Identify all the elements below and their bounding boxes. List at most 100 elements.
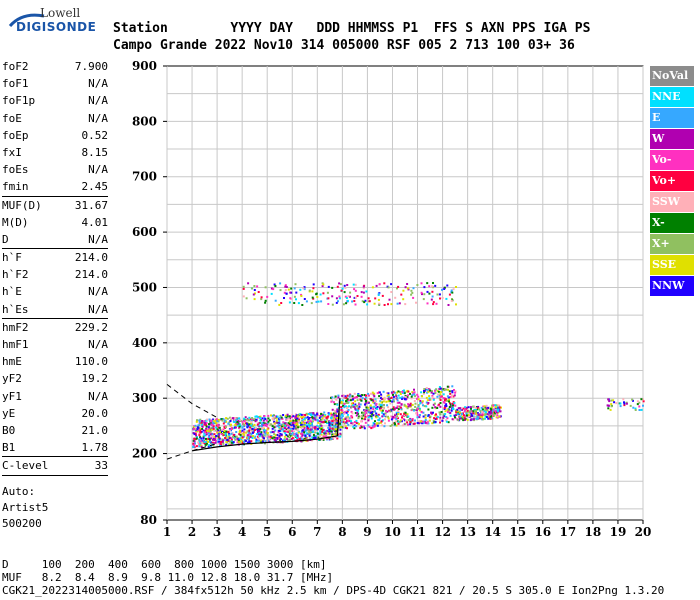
echo-point [370, 415, 373, 418]
echo-point [435, 302, 438, 305]
echo-point [340, 402, 343, 405]
echo-point [278, 430, 281, 432]
echo-point [198, 421, 201, 424]
echo-point [390, 291, 393, 293]
echo-point [345, 416, 348, 419]
echo-point [365, 396, 367, 399]
echo-point [205, 440, 208, 443]
echo-point [356, 396, 359, 399]
echo-point [380, 409, 383, 412]
echo-point [354, 400, 357, 403]
echo-point [356, 411, 358, 414]
echo-point [197, 441, 200, 444]
echo-point [453, 402, 456, 404]
echo-point [375, 416, 378, 419]
echo-point [345, 302, 348, 305]
echo-point [276, 434, 279, 436]
echo-point [193, 428, 196, 430]
echo-point [413, 393, 416, 396]
auto-program: Artist5 [2, 501, 49, 514]
echo-point [369, 415, 372, 418]
echo-point [319, 420, 321, 423]
param-value: 19.2 [81, 372, 109, 386]
echo-point [341, 394, 344, 397]
echo-point [381, 419, 384, 422]
echo-point [217, 432, 220, 435]
param-label: yE [2, 406, 16, 420]
echo-point [361, 394, 363, 397]
echo-point [473, 408, 476, 411]
echo-point [397, 413, 400, 415]
echo-point [411, 408, 414, 411]
echo-point [401, 424, 404, 427]
param-label: foEs [2, 163, 29, 177]
echo-point [378, 391, 381, 394]
echo-point [397, 394, 400, 397]
echo-point [320, 433, 323, 436]
echo-point [331, 415, 334, 418]
plot-frame [166, 65, 644, 521]
echo-point [431, 422, 434, 425]
echo-point [418, 420, 420, 423]
echo-point [336, 403, 339, 406]
echo-point [459, 407, 462, 410]
echo-point [439, 402, 442, 404]
echo-point [472, 405, 475, 408]
echo-point [287, 430, 290, 433]
echo-point [205, 433, 208, 436]
echo-point [319, 293, 322, 296]
echo-point [364, 418, 367, 421]
echo-point [367, 401, 370, 404]
echo-point [296, 425, 299, 428]
echo-point [348, 417, 351, 420]
echo-point [305, 439, 308, 442]
echo-point [326, 416, 329, 419]
echo-point [475, 407, 478, 410]
header-line-2: Campo Grande 2022 Nov10 314 005000 RSF 0… [113, 38, 575, 53]
legend-entry: Vo- [650, 150, 694, 170]
param-label: foF1p [2, 94, 36, 108]
echo-point [448, 406, 451, 408]
echo-point [432, 398, 435, 401]
echo-point [390, 396, 393, 399]
logo-digisonde: DIGISONDE [16, 20, 97, 34]
echo-point [285, 434, 288, 436]
auto-version: 500200 [2, 517, 42, 530]
echo-point [193, 437, 196, 440]
echo-point [403, 412, 406, 415]
echo-point [296, 438, 299, 441]
param-row: yF1 N/A [2, 388, 108, 405]
echo-point [623, 404, 626, 407]
echo-point [361, 414, 364, 417]
echo-point [320, 420, 323, 423]
echo-point [345, 397, 348, 399]
echo-point [387, 395, 390, 398]
legend-entry: X- [650, 213, 694, 233]
x-tick-label: 16 [534, 525, 551, 539]
echo-point [305, 300, 308, 303]
echo-point [316, 428, 319, 430]
echo-point [302, 415, 305, 418]
echo-point [291, 426, 294, 429]
echo-point [280, 428, 282, 430]
echo-point [357, 407, 360, 410]
echo-point [638, 405, 641, 408]
echo-point [230, 423, 232, 426]
echo-point [396, 287, 398, 290]
echo-point [218, 442, 221, 445]
echo-point [221, 438, 224, 441]
echo-point [438, 403, 441, 406]
echo-point [332, 436, 335, 439]
echo-point [371, 424, 374, 427]
echo-point [278, 426, 281, 429]
echo-point [284, 416, 287, 419]
echo-point [462, 412, 464, 415]
echo-point [291, 416, 293, 419]
echo-point [400, 407, 403, 410]
echo-point [429, 415, 432, 418]
echo-point [246, 434, 249, 437]
echo-point [383, 282, 386, 285]
param-label: MUF(D) [2, 198, 42, 212]
param-row: B0 21.0 [2, 422, 108, 439]
echo-point [425, 421, 428, 423]
